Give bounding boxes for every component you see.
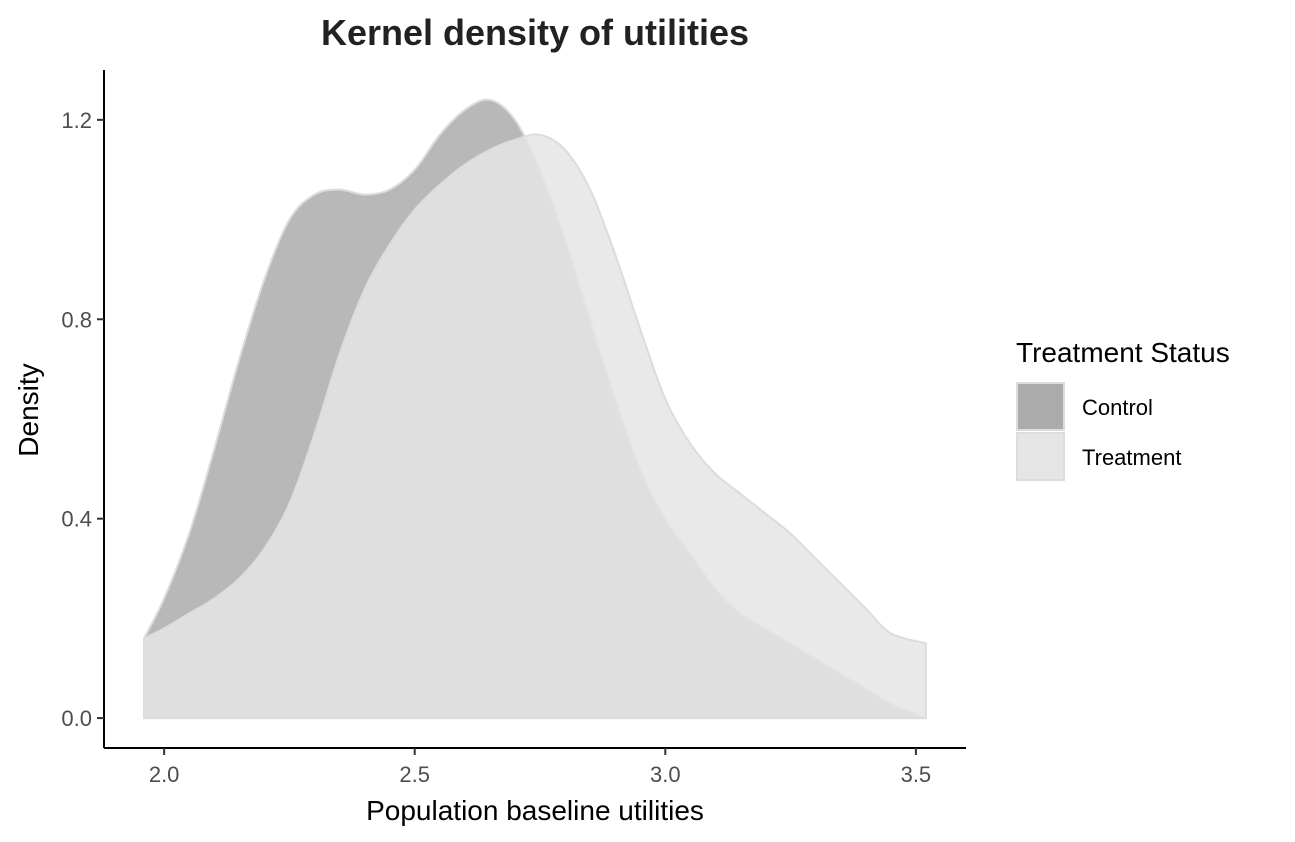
y-axis-ticks: 0.0 0.4 0.8 1.2 [61, 108, 104, 731]
legend-swatch-control [1016, 382, 1065, 431]
legend-swatch-treatment [1016, 432, 1065, 481]
y-tick-label: 1.2 [61, 108, 92, 133]
x-tick-label: 3.0 [650, 762, 681, 787]
x-axis-label: Population baseline utilities [366, 795, 704, 826]
legend-title: Treatment Status [1016, 337, 1230, 368]
x-tick-label: 2.0 [149, 762, 180, 787]
legend-items: Control Treatment [1016, 382, 1181, 481]
y-tick-label: 0.0 [61, 706, 92, 731]
density-area-treatment [143, 133, 927, 720]
legend-label-control: Control [1082, 395, 1153, 420]
x-tick-label: 3.5 [901, 762, 932, 787]
legend: Treatment Status Control Treatment [1016, 337, 1230, 481]
x-tick-label: 2.5 [399, 762, 430, 787]
density-areas [143, 98, 927, 720]
legend-label-treatment: Treatment [1082, 445, 1181, 470]
y-axis-label: Density [13, 363, 44, 456]
x-axis-ticks: 2.0 2.5 3.0 3.5 [149, 748, 931, 787]
chart-title: Kernel density of utilities [321, 12, 749, 53]
y-tick-label: 0.4 [61, 507, 92, 532]
y-tick-label: 0.8 [61, 307, 92, 332]
